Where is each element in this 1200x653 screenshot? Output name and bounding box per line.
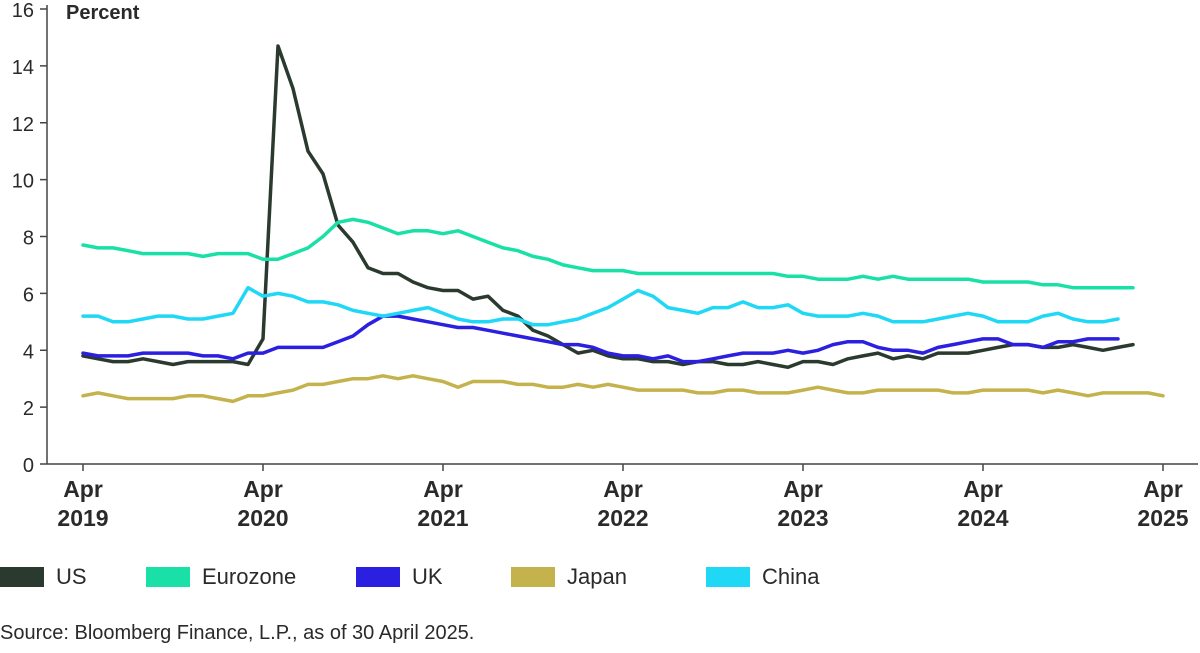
source-note: Source: Bloomberg Finance, L.P., as of 3… [0,622,475,644]
x-tick-label-month: Apr [63,476,103,502]
y-tick-label: 8 [23,228,34,250]
x-tick-label-month: Apr [783,476,823,502]
legend-swatch [146,567,190,587]
legend-item-china: China [706,564,819,590]
y-tick-label: 10 [12,171,34,193]
y-tick-label: 0 [23,455,34,477]
y-tick-label: 6 [23,284,34,306]
x-tick-label-year: 2022 [597,505,648,531]
x-tick-label-month: Apr [963,476,1003,502]
legend-label: Eurozone [202,564,297,589]
x-tick-label-year: 2019 [57,505,108,531]
x-tick-label-year: 2024 [957,505,1008,531]
line-chart: 0 2 4 6 8 10 12 14 16 Percent Apr 2019 Apr 2020 Apr 2… [12,0,1198,531]
x-tick-label-year: 2025 [1137,505,1188,531]
legend-item-eurozone: Eurozone [146,564,296,590]
legend-label: China [762,564,820,589]
legend-item-uk: UK [356,564,443,590]
series-line-eurozone [81,217,1135,290]
x-tick-label-year: 2021 [417,505,468,531]
legend-swatch [356,567,400,587]
legend-item-us: US [0,564,87,590]
y-axis-label: Percent [66,2,140,24]
y-axis: 0 2 4 6 8 10 12 14 16 [12,0,48,477]
series-line-japan [81,374,1165,404]
x-tick-label-month: Apr [1143,476,1183,502]
series-line-uk [81,314,1120,364]
legend-label: UK [412,564,443,589]
x-axis: Apr 2019 Apr 2020 Apr 2021 Apr 2022 Apr 2023 Apr 20… [47,463,1198,531]
legend-swatch [706,567,750,587]
legend-swatch [0,567,44,587]
legend-item-japan: Japan [511,564,627,590]
legend-label: Japan [567,564,627,589]
x-tick-label-month: Apr [423,476,463,502]
y-tick-label: 16 [12,0,34,22]
x-tick-label-month: Apr [603,476,643,502]
y-tick-label: 12 [12,114,34,136]
legend-swatch [511,567,555,587]
x-tick-label-month: Apr [243,476,283,502]
y-tick-label: 2 [23,398,34,420]
series-lines [81,44,1165,404]
legend-label: US [56,564,87,589]
x-tick-label-year: 2020 [237,505,288,531]
y-tick-label: 4 [23,341,34,363]
y-tick-label: 14 [12,57,34,79]
series-line-china [81,285,1120,327]
series-line-us [81,44,1135,370]
x-tick-label-year: 2023 [777,505,828,531]
